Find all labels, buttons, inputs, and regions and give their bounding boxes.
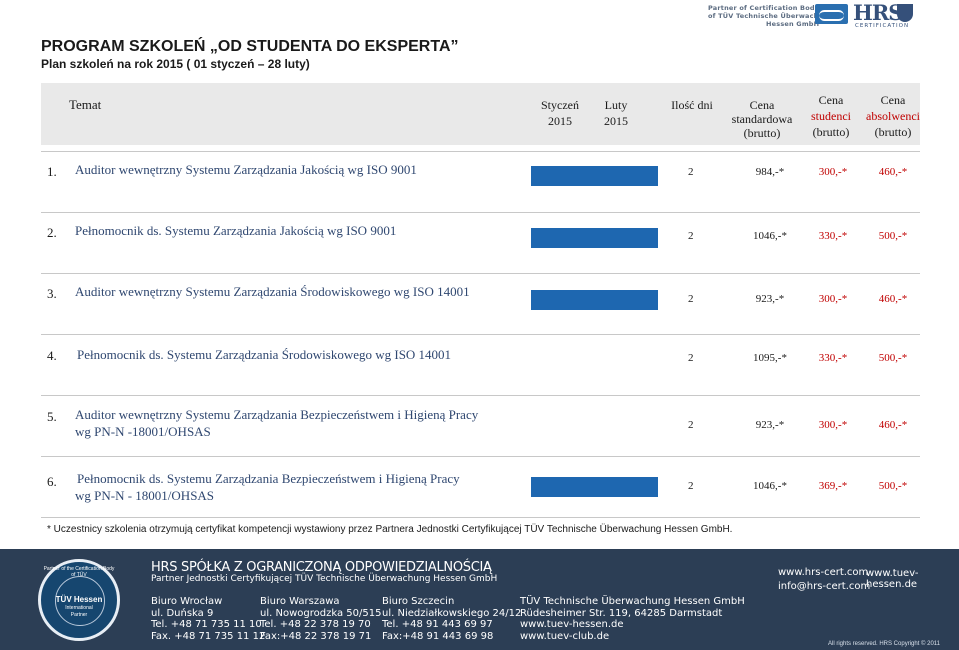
price-standard: 1095,-* — [753, 352, 787, 364]
page-subtitle: Plan szkoleń na rok 2015 ( 01 styczeń – … — [41, 57, 310, 71]
link-tuev-hessen[interactable]: www.tuev-hessen.de — [520, 619, 624, 630]
course-number: 6. — [47, 474, 57, 489]
top-branding: Partner of Certification Body of TÜV Tec… — [0, 0, 959, 34]
price-standard: 1046,-* — [753, 230, 787, 242]
header-price-standard: Cena standardowa (brutto) — [731, 98, 793, 140]
row-separator — [41, 212, 920, 213]
price-graduates: 500,-* — [878, 480, 908, 492]
table-header — [41, 83, 920, 145]
copyright: All rights reserved. HRS Copyright © 201… — [828, 641, 941, 647]
header-topic: Temat — [69, 97, 102, 112]
crest-icon — [897, 4, 913, 22]
office-tuev: TÜV Technische Überwachung Hessen GmbH R… — [520, 596, 745, 642]
tuv-hessen-seal-icon: Partner of the Certification Body of TÜV… — [38, 559, 120, 641]
header-price-graduates: Cena absolwenci (brutto) — [866, 93, 920, 139]
course-title: Auditor wewnętrzny Systemu Zarządzania B… — [75, 407, 479, 439]
course-title: Pełnomocnik ds. Systemu Zarządzania Bezp… — [75, 471, 460, 503]
course-days: 2 — [688, 230, 694, 242]
course-title: Pełnomocnik ds. Systemu Zarządzania Środ… — [77, 347, 452, 362]
schedule-bar — [531, 290, 658, 310]
price-students: 300,-* — [818, 419, 848, 431]
tuv-logo-icon — [815, 4, 848, 24]
header-days: Ilość dni — [671, 98, 713, 112]
price-standard: 984,-* — [755, 166, 785, 178]
price-standard: 923,-* — [755, 419, 785, 431]
link-hrs-cert[interactable]: www.hrs-cert.com — [778, 567, 869, 578]
price-standard: 923,-* — [755, 293, 785, 305]
price-students: 300,-* — [818, 293, 848, 305]
schedule-bar — [531, 477, 658, 497]
header-january: Styczeń 2015 — [541, 98, 579, 128]
link-tuev-club[interactable]: www.tuev-club.de — [520, 630, 610, 642]
office-warszawa: Biuro Warszawa ul. Nowogrodzka 50/515 Te… — [260, 596, 382, 642]
course-days: 2 — [688, 352, 694, 364]
row-separator — [41, 273, 920, 274]
course-number: 1. — [47, 164, 57, 179]
footer: Partner of the Certification Body of TÜV… — [0, 549, 959, 650]
course-number: 4. — [47, 348, 57, 363]
price-students: 300,-* — [818, 166, 848, 178]
page-title: PROGRAM SZKOLEŃ „OD STUDENTA DO EKSPERTA… — [41, 38, 459, 55]
office-szczecin: Biuro Szczecin ul. Niedziałkowskiego 24/… — [382, 596, 522, 642]
row-separator — [41, 456, 920, 457]
footnote: * Uczestnicy szkolenia otrzymują certyfi… — [47, 524, 733, 535]
link-tuev-hessen-top[interactable]: www.tuev-hessen.de — [866, 568, 919, 590]
price-graduates: 460,-* — [878, 419, 908, 431]
price-standard: 1046,-* — [753, 480, 787, 492]
office-wroclaw: Biuro Wrocław ul. Duńska 9 Tel. +48 71 7… — [151, 596, 266, 642]
row-separator — [41, 151, 920, 152]
course-number: 5. — [47, 409, 57, 424]
link-email[interactable]: info@hrs-cert.com — [778, 581, 871, 592]
row-separator — [41, 517, 920, 518]
course-number: 2. — [47, 225, 57, 240]
partner-caption: Partner of Certification Body of TÜV Tec… — [708, 4, 834, 28]
header-price-students: Cena studenci (brutto) — [811, 93, 851, 139]
course-days: 2 — [688, 480, 694, 492]
price-students: 330,-* — [818, 230, 848, 242]
hrs-logo: HRS CERTIFICATION — [853, 0, 913, 30]
price-graduates: 500,-* — [878, 230, 908, 242]
course-days: 2 — [688, 293, 694, 305]
course-days: 2 — [688, 166, 694, 178]
company-subtitle: Partner Jednostki Certyfikującej TÜV Tec… — [151, 574, 498, 584]
price-graduates: 460,-* — [878, 293, 908, 305]
course-days: 2 — [688, 419, 694, 431]
row-separator — [41, 334, 920, 335]
schedule-bar — [531, 166, 658, 186]
course-number: 3. — [47, 286, 57, 301]
seal-inner-ring — [55, 576, 105, 626]
course-title: Auditor wewnętrzny Systemu Zarządzania Ś… — [75, 284, 470, 299]
schedule-bar — [531, 228, 658, 248]
company-name: HRS SPÓŁKA Z OGRANICZONĄ ODPOWIEDZIALNOŚ… — [151, 560, 492, 575]
price-students: 330,-* — [818, 352, 848, 364]
price-graduates: 460,-* — [878, 166, 908, 178]
header-february: Luty 2015 — [604, 98, 628, 128]
price-students: 369,-* — [818, 480, 848, 492]
course-title: Pełnomocnik ds. Systemu Zarządzania Jako… — [75, 223, 397, 238]
price-graduates: 500,-* — [878, 352, 908, 364]
course-title: Auditor wewnętrzny Systemu Zarządzania J… — [75, 162, 417, 177]
row-separator — [41, 395, 920, 396]
